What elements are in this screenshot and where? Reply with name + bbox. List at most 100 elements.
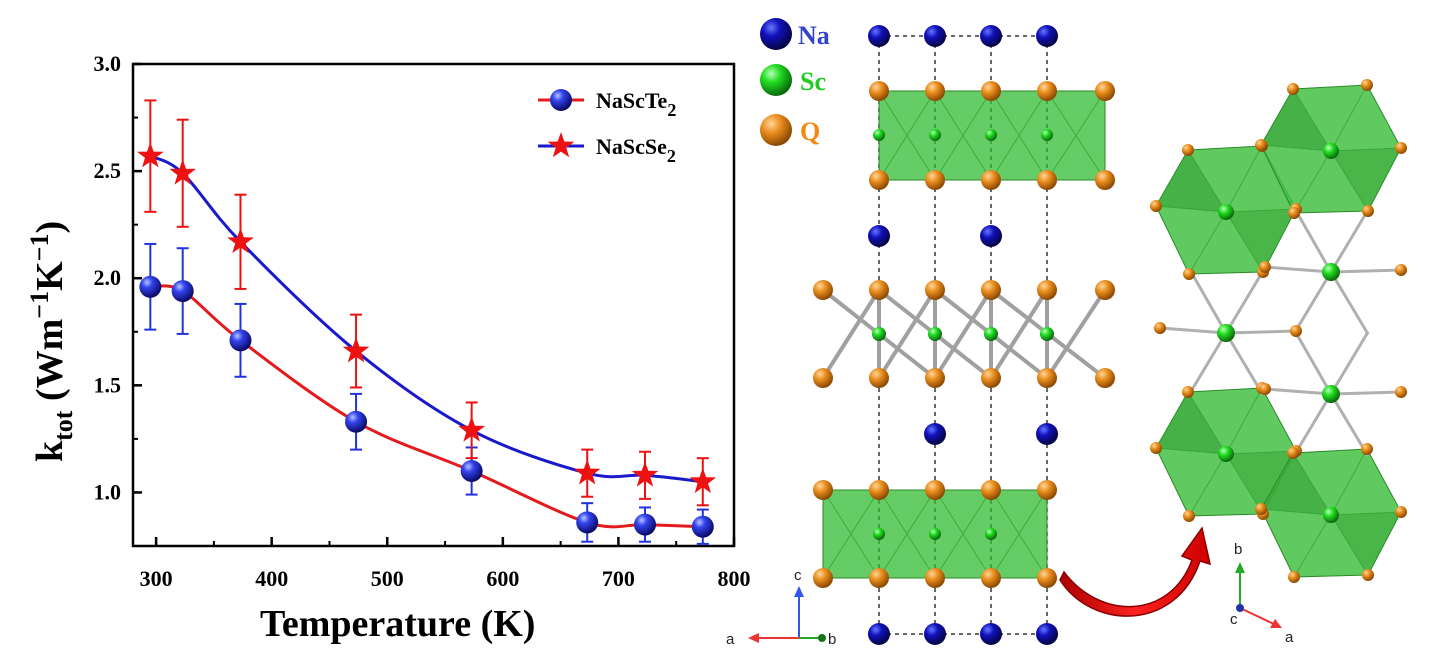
y-tick-label: 3.0 xyxy=(94,51,122,76)
sc-atom xyxy=(985,528,997,540)
q-atom xyxy=(1287,83,1299,95)
q-atom xyxy=(925,280,945,300)
sc-q-bond xyxy=(1293,393,1333,455)
sc-atom xyxy=(873,528,885,540)
q-atom xyxy=(813,480,833,500)
q-atom xyxy=(1095,368,1115,388)
legend-name-1: NaScTe xyxy=(596,88,668,113)
q-atom xyxy=(1183,268,1195,280)
q-atom xyxy=(1395,386,1407,398)
na-atom xyxy=(1036,423,1058,445)
atom-legend: Na Sc Q xyxy=(760,18,830,146)
q-atom xyxy=(1154,322,1166,334)
data-point-sphere xyxy=(634,513,657,536)
q-atom xyxy=(1095,81,1115,101)
q-atom xyxy=(869,480,889,500)
axis-b-label-right: b xyxy=(1234,541,1242,558)
q-atom xyxy=(1095,170,1115,190)
na-legend-sphere xyxy=(760,18,792,50)
q-atom xyxy=(1037,280,1057,300)
sc-q-bond xyxy=(1329,331,1370,395)
q-atom xyxy=(869,280,889,300)
sc-atom xyxy=(1040,327,1054,341)
transition-arrow xyxy=(1059,526,1212,617)
q-atom xyxy=(813,280,833,300)
sc-legend-sphere xyxy=(760,64,792,96)
y-label-exp2: −1 xyxy=(25,234,54,262)
data-point-sphere xyxy=(139,275,162,298)
na-atom xyxy=(1036,25,1058,47)
sc-q-bond xyxy=(1329,393,1370,457)
q-atom xyxy=(1037,170,1057,190)
q-atom xyxy=(925,81,945,101)
q-legend-sphere xyxy=(760,114,792,146)
na-atom xyxy=(868,25,890,47)
x-tick-label: 800 xyxy=(718,566,751,591)
legend-marker-sphere xyxy=(550,89,572,111)
q-atom xyxy=(1290,325,1302,337)
y-tick-label: 1.5 xyxy=(94,372,122,397)
sc-atom xyxy=(985,129,997,141)
sc-atom xyxy=(1322,385,1340,403)
sc-legend-label: Sc xyxy=(800,67,826,96)
sc-atom xyxy=(1323,507,1339,523)
q-atom xyxy=(1288,571,1300,583)
data-point-sphere xyxy=(460,460,483,483)
data-point-star xyxy=(573,459,601,485)
q-atom xyxy=(1182,386,1194,398)
legend-name-2: NaScSe xyxy=(596,134,667,159)
q-atom xyxy=(813,568,833,588)
data-markers xyxy=(137,142,717,538)
q-atom xyxy=(1255,503,1267,515)
q-atom xyxy=(981,368,1001,388)
y-label-rest: (Wm xyxy=(29,319,71,411)
q-atom xyxy=(1255,139,1267,151)
q-atom xyxy=(869,368,889,388)
data-point-sphere xyxy=(171,280,194,303)
na-atom xyxy=(924,623,946,645)
legend-sub-1: 2 xyxy=(667,100,676,120)
sc-q-bond xyxy=(1188,332,1228,394)
q-atom xyxy=(1037,368,1057,388)
sc-q-bond xyxy=(1224,332,1265,396)
q-atom xyxy=(1259,383,1271,395)
y-axis-label: ktot (Wm−1K−1) xyxy=(25,221,78,462)
y-label-base: k xyxy=(29,440,71,462)
na-atom xyxy=(1036,623,1058,645)
sc-atom xyxy=(929,129,941,141)
x-axis-label: Temperature (K) xyxy=(260,603,535,645)
x-tick-label: 300 xyxy=(140,566,173,591)
q-atom xyxy=(1362,205,1374,217)
sc-q-bond xyxy=(1225,329,1297,335)
q-atom xyxy=(869,81,889,101)
sc-atom xyxy=(1218,446,1234,462)
q-atom xyxy=(925,368,945,388)
legend-sub-2: 2 xyxy=(667,146,676,166)
axis-a-label-right: a xyxy=(1285,629,1294,646)
q-atom xyxy=(1395,142,1407,154)
sc-atom xyxy=(873,129,885,141)
series-line-2 xyxy=(149,154,703,484)
na-atom xyxy=(980,623,1002,645)
sc-q-bond xyxy=(1329,209,1370,273)
axis-c-label: c xyxy=(794,567,802,584)
na-atom xyxy=(924,25,946,47)
data-point-star xyxy=(458,416,485,442)
na-atom xyxy=(980,25,1002,47)
data-point-star xyxy=(631,461,659,487)
y-label-close: ) xyxy=(29,221,71,234)
q-atom xyxy=(981,280,1001,300)
legend-marker-star xyxy=(547,132,575,158)
data-point-sphere xyxy=(229,329,252,352)
q-atom xyxy=(869,170,889,190)
q-atom xyxy=(869,568,889,588)
q-atom xyxy=(925,170,945,190)
q-atom xyxy=(1361,79,1373,91)
q-atom xyxy=(981,81,1001,101)
q-atom xyxy=(1037,81,1057,101)
sc-q-bond xyxy=(1293,330,1333,395)
data-point-star xyxy=(137,142,164,168)
x-tick-label: 500 xyxy=(371,566,404,591)
q-atom xyxy=(1095,280,1115,300)
q-atom xyxy=(1150,200,1162,212)
